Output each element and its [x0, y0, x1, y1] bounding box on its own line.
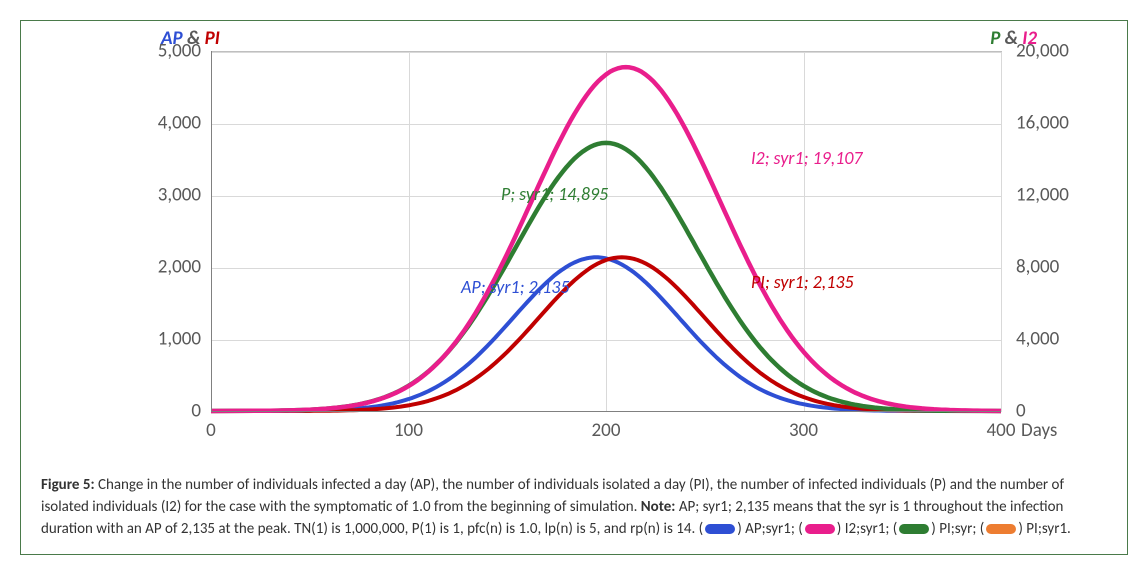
x-tick: 200 — [592, 419, 621, 442]
caption-fig-label: Figure 5: — [41, 476, 95, 494]
y-right-tick: 12,000 — [1006, 184, 1096, 207]
y-left-tick: 3,000 — [131, 184, 211, 207]
x-axis-line — [211, 411, 1001, 412]
y-right-tick: 4,000 — [1006, 328, 1096, 351]
gridline-v — [1001, 52, 1002, 412]
x-tick: 100 — [394, 419, 423, 442]
y-left-axis-line — [211, 51, 212, 411]
caption-note-label: Note: — [641, 498, 676, 516]
y-right-tick: 20,000 — [1006, 40, 1096, 63]
legend-swatch — [986, 524, 1016, 534]
y-left-tick: 4,000 — [131, 112, 211, 135]
y-left-tick: 1,000 — [131, 328, 211, 351]
chart-area: AP & PI P & I2 Days 01,0002,0003,0004,00… — [21, 21, 1127, 461]
series-annotation: PI; syr1; 2,135 — [751, 271, 854, 293]
caption-legend: () AP;syr1; () I2;syr1; () PI;syr; () PI… — [699, 520, 1071, 538]
series-annotation: AP; syr1; 2,135 — [461, 276, 570, 298]
y-right-tick: 0 — [1006, 400, 1096, 423]
series-AP — [211, 257, 1001, 411]
series-I2 — [211, 67, 1001, 411]
x-tick: 0 — [206, 419, 216, 442]
series-PI — [211, 257, 1001, 411]
curves-svg — [211, 51, 1001, 411]
y-left-tick: 5,000 — [131, 40, 211, 63]
y-left-tick: 2,000 — [131, 256, 211, 279]
y-right-tick: 8,000 — [1006, 256, 1096, 279]
x-tick: 300 — [789, 419, 818, 442]
x-tick: 400 — [987, 419, 1016, 442]
figure-container: AP & PI P & I2 Days 01,0002,0003,0004,00… — [20, 20, 1128, 555]
series-annotation: P; syr1; 14,895 — [501, 183, 608, 205]
figure-caption: Figure 5: Change in the number of indivi… — [21, 461, 1127, 554]
y-right-tick: 16,000 — [1006, 112, 1096, 135]
legend-swatch — [705, 524, 735, 534]
y-left-tick: 0 — [131, 400, 211, 423]
legend-swatch — [899, 524, 929, 534]
legend-swatch — [805, 524, 835, 534]
series-annotation: I2; syr1; 19,107 — [751, 147, 863, 169]
